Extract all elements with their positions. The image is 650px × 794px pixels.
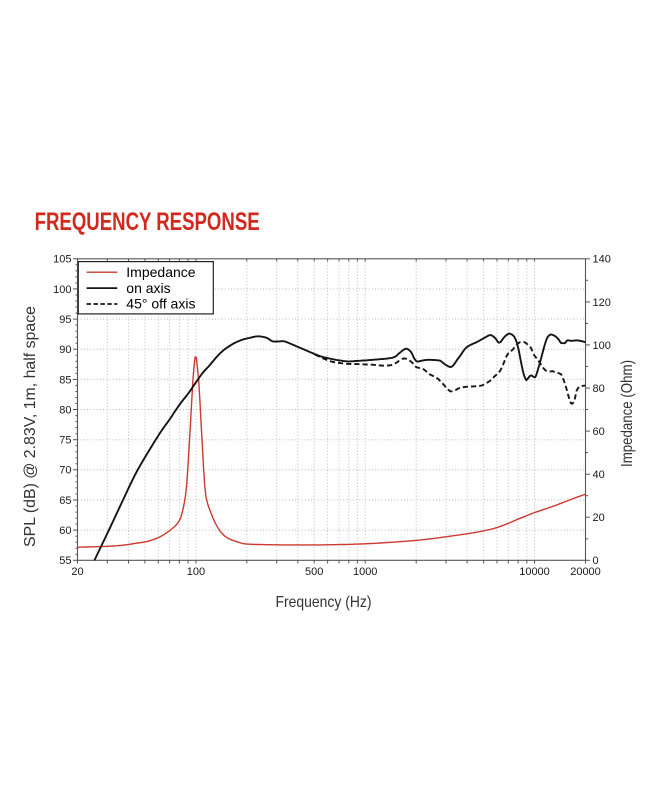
svg-text:70: 70 bbox=[59, 465, 71, 477]
svg-text:on axis: on axis bbox=[126, 280, 170, 296]
svg-text:FREQUENCY RESPONSE: FREQUENCY RESPONSE bbox=[35, 207, 260, 235]
svg-text:45° off axis: 45° off axis bbox=[126, 296, 195, 312]
svg-text:100: 100 bbox=[53, 284, 71, 296]
svg-text:85: 85 bbox=[59, 374, 71, 386]
svg-text:40: 40 bbox=[593, 469, 605, 481]
svg-text:Frequency (Hz): Frequency (Hz) bbox=[276, 594, 372, 611]
svg-text:105: 105 bbox=[53, 254, 71, 266]
svg-text:SPL (dB) @ 2.83V, 1m, half spa: SPL (dB) @ 2.83V, 1m, half space bbox=[22, 306, 39, 547]
svg-text:Impedance (Ohm): Impedance (Ohm) bbox=[619, 360, 636, 467]
svg-text:60: 60 bbox=[593, 426, 605, 438]
svg-text:120: 120 bbox=[593, 297, 611, 309]
svg-text:1000: 1000 bbox=[353, 566, 377, 578]
svg-text:80: 80 bbox=[59, 404, 71, 416]
svg-text:100: 100 bbox=[593, 340, 611, 352]
svg-text:65: 65 bbox=[59, 495, 71, 507]
svg-text:Impedance: Impedance bbox=[126, 264, 195, 280]
svg-text:60: 60 bbox=[59, 525, 71, 537]
svg-text:90: 90 bbox=[59, 344, 71, 356]
svg-text:55: 55 bbox=[59, 555, 71, 567]
svg-text:20: 20 bbox=[593, 512, 605, 524]
svg-text:100: 100 bbox=[187, 566, 205, 578]
svg-text:20000: 20000 bbox=[570, 566, 601, 578]
svg-text:95: 95 bbox=[59, 314, 71, 326]
svg-text:75: 75 bbox=[59, 435, 71, 447]
svg-text:500: 500 bbox=[305, 566, 323, 578]
svg-text:140: 140 bbox=[593, 254, 611, 266]
svg-text:80: 80 bbox=[593, 383, 605, 395]
svg-text:0: 0 bbox=[593, 555, 599, 567]
svg-text:20: 20 bbox=[71, 566, 83, 578]
svg-text:10000: 10000 bbox=[519, 566, 550, 578]
